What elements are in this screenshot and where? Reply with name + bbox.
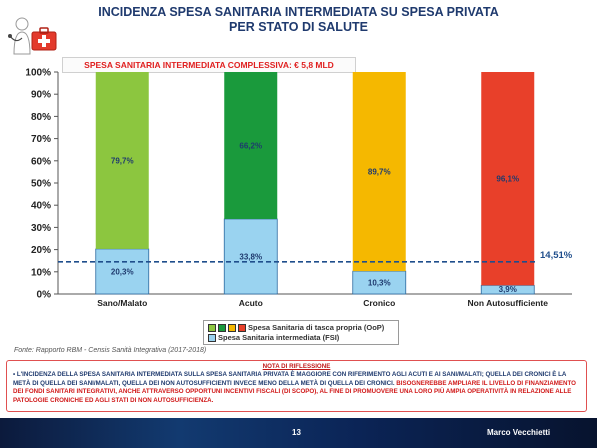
label-oop-1: 66,2% [239, 141, 262, 150]
label-fsi-1: 33,8% [239, 252, 262, 261]
x-category-label-2: Cronico [363, 298, 395, 308]
x-category-label-0: Sano/Malato [97, 298, 147, 308]
y-tick-label-10: 100% [25, 68, 51, 79]
y-tick-label-2: 20% [31, 245, 51, 256]
label-oop-3: 96,1% [496, 175, 519, 184]
bar-fsi-0 [95, 248, 150, 295]
label-fsi-3: 3,9% [499, 285, 517, 294]
y-tick-label-3: 30% [31, 223, 51, 234]
label-fsi-2: 10,3% [368, 279, 391, 288]
chart-subtitle: SPESA SANITARIA INTERMEDIATA COMPLESSIVA… [62, 57, 356, 73]
note-title: NOTA DI RIFLESSIONE [262, 363, 331, 370]
legend-swatch-acuto [218, 323, 226, 332]
y-tick-label-5: 50% [31, 179, 51, 190]
note-text-2: BISOGNEREBBE AMPLIARE IL LIVELLO DI FINA… [13, 379, 576, 404]
legend: Spesa Sanitaria di tasca propria (OoP) S… [203, 320, 399, 345]
y-tick-label-1: 10% [31, 267, 51, 278]
legend-label-oop: Spesa Sanitaria di tasca propria (OoP) [248, 323, 385, 332]
legend-swatch-sano [208, 323, 216, 332]
doctor-kit-logo-icon [8, 17, 57, 55]
page-number: 13 [292, 428, 301, 437]
y-tick-label-4: 40% [31, 201, 51, 212]
y-tick-label-7: 70% [31, 134, 51, 145]
legend-swatch-cronico [228, 323, 236, 332]
x-category-label-1: Acuto [239, 298, 263, 308]
bar-oop-0 [95, 72, 149, 249]
note-text-1: • L'INCIDENZA DELLA SPESA SANITARIA INTE… [13, 371, 567, 387]
label-fsi-0: 20,3% [111, 267, 134, 276]
legend-label-fsi: Spesa Sanitaria intermediata (FSI) [218, 333, 340, 342]
bar-oop-2 [352, 72, 406, 272]
legend-oop: Spesa Sanitaria di tasca propria (OoP) [208, 323, 384, 332]
source-note: Fonte: Rapporto RBM - Censis Sanità Inte… [14, 347, 207, 354]
title-line-2: PER STATO DI SALUTE [229, 20, 368, 34]
legend-fsi: Spesa Sanitaria intermediata (FSI) [208, 333, 339, 342]
y-tick-label-8: 80% [31, 112, 51, 123]
y-tick-label-9: 90% [31, 90, 51, 101]
label-oop-2: 89,7% [368, 168, 391, 177]
bar-fsi-3 [480, 284, 535, 295]
footer-bar: 13 Marco Vecchietti [0, 418, 597, 448]
title-line-1: INCIDENZA SPESA SANITARIA INTERMEDIATA S… [98, 5, 499, 19]
bar-oop-3 [481, 72, 535, 286]
legend-swatch-nonauto [238, 323, 246, 332]
x-category-label-3: Non Autosufficiente [468, 298, 549, 308]
y-tick-label-6: 60% [31, 156, 51, 167]
slide-title: INCIDENZA SPESA SANITARIA INTERMEDIATA S… [0, 5, 597, 35]
stacked-bar-chart: 0% 10% 20% 30% 40% 50% 60% 70% 80% 90% 100% 20,3% 79… [25, 68, 573, 309]
reflection-note: NOTA DI RIFLESSIONE • L'INCIDENZA DELLA … [6, 360, 587, 412]
y-tick-label-0: 0% [37, 290, 52, 301]
reference-line-label: 14,51% [540, 250, 573, 261]
legend-swatch-fsi [208, 333, 216, 342]
footer-author: Marco Vecchietti [487, 428, 551, 437]
label-oop-0: 79,7% [111, 156, 134, 165]
bar-fsi-1 [223, 218, 278, 295]
note-body: • L'INCIDENZA DELLA SPESA SANITARIA INTE… [13, 371, 580, 405]
bar-oop-1 [224, 72, 278, 219]
